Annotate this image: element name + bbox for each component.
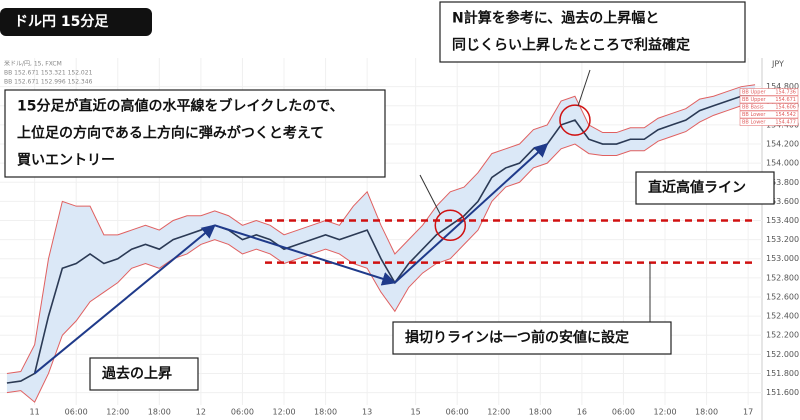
header-title: ドル円 15分足 [14, 14, 109, 30]
y-tick-label: 153.800 [766, 178, 799, 187]
x-tick-label: 06:00 [446, 408, 469, 417]
y-tick-label: 154.800 [766, 82, 799, 91]
price-tag-box [739, 103, 799, 111]
annotation-text: 買いエントリー [17, 153, 115, 169]
trend-arrow [34, 224, 216, 375]
y-tick-label: 153.600 [766, 197, 799, 206]
price-tag-label: BB Lower [742, 120, 766, 126]
price-tag-label: BB Lower [742, 112, 766, 118]
annotation-box [89, 357, 199, 391]
y-tick-label: 153.400 [766, 216, 799, 225]
highlight-circle [434, 209, 467, 242]
x-tick-label: 12:00 [106, 408, 129, 417]
x-tick-label: 06:00 [231, 408, 254, 417]
y-tick-label: 154.200 [766, 140, 799, 149]
y-tick-label: 152.600 [766, 292, 799, 301]
info-line: 米ドル/円, 15, FXCM [4, 60, 62, 68]
price-tag-label: BB Basis [742, 105, 764, 111]
x-tick-label: 11 [30, 408, 40, 417]
price-tag-box [739, 88, 799, 96]
y-tick-label: 153.000 [766, 254, 799, 263]
price-tag-price: 154.671 [775, 97, 796, 103]
price-tag-box [739, 95, 799, 104]
trend-arrow [394, 143, 549, 284]
info-line: BB 152.671 153.321 152.021 [4, 70, 93, 77]
x-tick-label: 12 [196, 408, 206, 417]
price-tag-box [739, 118, 799, 126]
annotation-text: 直近高値ライン [648, 179, 746, 196]
annotation-box [439, 1, 746, 63]
y-tick-label: 151.600 [766, 388, 799, 397]
price-tag-label: BB Upper [742, 90, 767, 96]
annotation-box [635, 171, 775, 205]
annotation-text: 同じくらい上昇したところで利益確定 [452, 37, 690, 54]
annotation-text: 損切りラインは一つ前の安値に設定 [405, 329, 629, 346]
currency-label: JPY [771, 60, 784, 69]
y-tick-label: 152.400 [766, 312, 799, 321]
x-tick-label: 18:00 [314, 408, 337, 417]
price-tag-price: 154.542 [775, 112, 796, 118]
x-tick-label: 18:00 [148, 408, 171, 417]
band-line [6, 84, 756, 374]
x-tick-label: 13 [362, 408, 372, 417]
x-tick-label: 18:00 [529, 408, 552, 417]
x-tick-label: 18:00 [695, 408, 718, 417]
annotation-box [4, 89, 386, 178]
price-tag-box [739, 110, 799, 119]
y-tick-label: 153.200 [766, 235, 799, 244]
y-tick-label: 152.200 [766, 331, 799, 340]
y-tick-label: 151.800 [766, 369, 799, 378]
info-line: BB 152.671 152.996 152.346 [4, 79, 93, 86]
annotation-box [392, 321, 672, 355]
pointer-line [419, 174, 441, 215]
band-fill [6, 84, 756, 403]
annotation-text: N計算を参考に、過去の上昇幅と [452, 10, 659, 27]
data-layer: BB Upper 154.736 BB Upper 154.671 BB Basis 15… [6, 84, 799, 403]
annotation-text: 15分足が直近の高値の水平線をブレイクしたので、 [17, 98, 344, 115]
price-tag-price: 154.736 [775, 90, 796, 96]
y-tick-label: 154.000 [766, 159, 799, 168]
price-tag-label: BB Upper [742, 97, 767, 103]
annotation-text: 過去の上昇 [101, 365, 172, 382]
highlight-circle [559, 104, 591, 136]
x-tick-label: 12:00 [653, 408, 676, 417]
trend-arrow [214, 224, 397, 286]
x-tick-label: 06:00 [65, 408, 88, 417]
price-line [6, 93, 756, 384]
band-line [6, 103, 756, 403]
price-tag-price: 154.477 [775, 120, 796, 126]
y-tick-label: 152.000 [766, 350, 799, 359]
x-tick-label: 12:00 [487, 408, 510, 417]
x-tick-label: 06:00 [612, 408, 635, 417]
price-tag-price: 154.606 [775, 105, 796, 111]
x-tick-label: 12:00 [272, 408, 295, 417]
annotation-text: 上位足の方向である上方向に弾みがつくと考えて [17, 125, 324, 142]
pointer-line [577, 69, 591, 107]
header-badge [0, 8, 152, 36]
x-tick-label: 17 [743, 408, 753, 417]
x-tick-label: 16 [577, 408, 587, 417]
y-tick-label: 152.800 [766, 273, 799, 282]
x-tick-label: 15 [411, 408, 421, 417]
